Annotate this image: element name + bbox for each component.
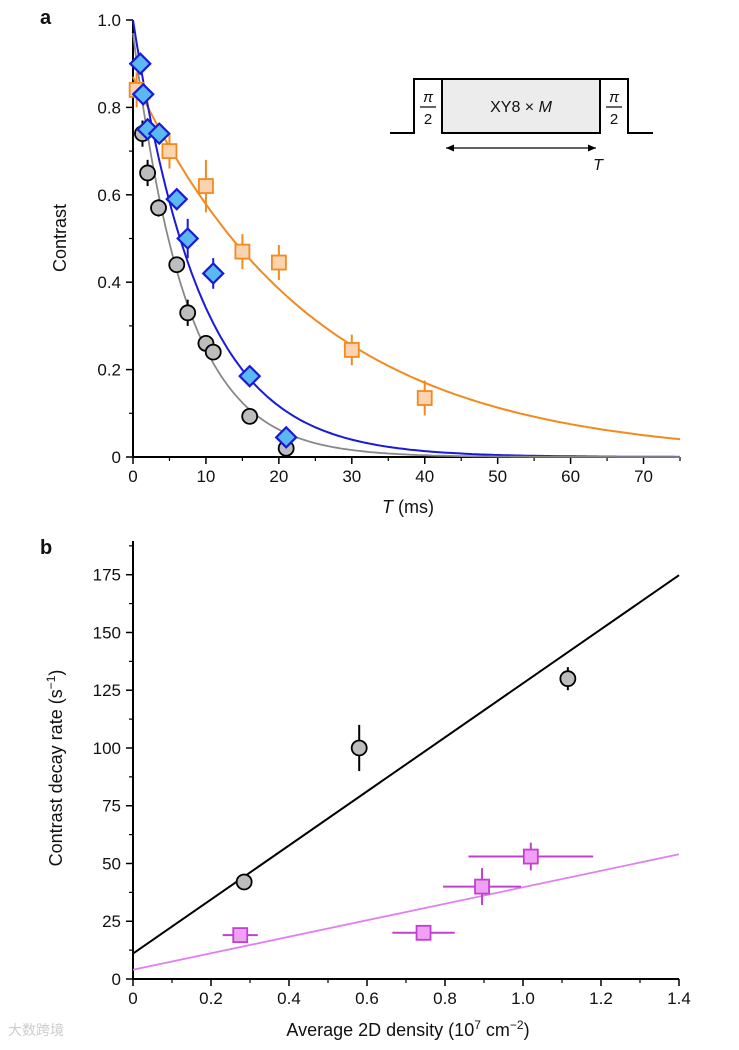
data-point-circle — [350, 739, 368, 757]
x-tick-label: 1.4 — [667, 989, 691, 1008]
data-point-square — [522, 848, 539, 865]
y-tick-label: 100 — [93, 739, 121, 758]
xlabel-unit: (ms) — [393, 497, 434, 517]
x-tick-label: 0 — [128, 989, 137, 1008]
pi-left: π — [423, 89, 434, 106]
data-point-square — [234, 243, 251, 260]
panel-label-a: a — [40, 7, 52, 29]
panel-a-ylabel: Contrast — [50, 204, 70, 272]
y-tick-label: 0.2 — [97, 361, 121, 380]
y-tick-label: 150 — [93, 623, 121, 642]
y-tick-label: 25 — [102, 912, 121, 931]
two-left: 2 — [424, 111, 432, 128]
xlabel-sup: 7 — [474, 1018, 481, 1032]
y-tick-label: 0.6 — [97, 186, 121, 205]
data-point-diamond — [274, 425, 298, 449]
data-point-circle — [559, 670, 577, 688]
data-point-square — [343, 342, 360, 358]
data-point-square — [198, 178, 214, 194]
x-tick-label: 50 — [488, 467, 507, 486]
y-tick-label: 0.4 — [97, 273, 121, 292]
xlabel-end: ) — [524, 1020, 530, 1040]
watermark: 大数跨境 — [8, 1023, 64, 1039]
data-point-diamond — [131, 82, 155, 106]
xy8-block — [442, 80, 600, 133]
fit-curve-square — [132, 76, 681, 441]
y-tick-label: 0 — [112, 970, 121, 989]
x-tick-label: 40 — [415, 467, 434, 486]
x-tick-label: 0 — [128, 467, 137, 486]
xlabel-t: T — [382, 497, 395, 517]
xlabel-text: Average 2D density (10 — [286, 1020, 474, 1040]
x-tick-label: 30 — [342, 467, 361, 486]
y-tick-label: 50 — [102, 854, 121, 873]
data-point-circle — [168, 256, 186, 274]
data-point-circle — [150, 199, 167, 217]
data-point-diamond — [136, 117, 160, 141]
data-point-square — [232, 927, 249, 944]
y-tick-label: 75 — [102, 797, 121, 816]
x-tick-label: 70 — [634, 467, 653, 486]
panel-a-xlabel: T (ms) — [382, 497, 434, 517]
ylabel-text: Contrast decay rate (s — [46, 689, 66, 866]
ylabel-sup: −1 — [44, 675, 58, 689]
xy8-text: XY8 × — [490, 99, 538, 116]
ylabel-end: ) — [46, 670, 66, 676]
xy8-label: XY8 × M — [490, 99, 552, 116]
panel-b-xlabel: Average 2D density (107 cm−2) — [286, 1018, 529, 1040]
pi-right: π — [609, 89, 620, 106]
y-tick-label: 0.8 — [97, 98, 121, 117]
panel-a: 0 10 20 30 40 50 60 70 0 0.2 0.4 0.6 0.8 1.0 — [97, 11, 681, 486]
x-tick-label: 1.2 — [589, 989, 613, 1008]
data-point-diamond — [147, 122, 171, 146]
duration-label: T — [593, 157, 604, 174]
data-point-diamond — [128, 52, 152, 76]
x-tick-label: 0.6 — [355, 989, 379, 1008]
fit-line-square — [132, 853, 680, 971]
panel-b: 0 0.2 0.4 0.6 0.8 1.0 1.2 1.4 0 25 50 75 100 125 150 17… — [93, 541, 691, 1008]
data-point-diamond — [165, 187, 189, 211]
y-tick-label: 0 — [112, 448, 121, 467]
y-tick-label: 125 — [93, 681, 121, 700]
panel-b-ylabel: Contrast decay rate (s−1) — [44, 670, 66, 867]
data-point-square — [416, 390, 433, 406]
y-tick-label: 175 — [93, 566, 121, 585]
data-point-square — [161, 143, 178, 160]
data-point-diamond — [238, 364, 262, 388]
panel-label-b: b — [40, 537, 52, 559]
data-point-square — [415, 924, 432, 941]
x-tick-label: 0.4 — [277, 989, 301, 1008]
data-point-square — [474, 878, 490, 895]
xlabel-unit: cm — [481, 1020, 510, 1040]
two-right: 2 — [610, 111, 618, 128]
data-point-circle — [179, 304, 197, 322]
fit-curve-circle — [132, 32, 680, 458]
fit-line-circle — [132, 574, 680, 955]
x-tick-label: 60 — [561, 467, 580, 486]
data-point-circle — [139, 164, 156, 182]
x-tick-label: 1.0 — [511, 989, 535, 1008]
y-tick-label: 1.0 — [97, 11, 121, 30]
xy8-m: M — [539, 99, 553, 116]
pulse-outline — [390, 78, 653, 134]
data-point-square — [270, 254, 287, 271]
data-point-diamond — [176, 226, 200, 251]
xlabel-sup2: −2 — [510, 1018, 524, 1032]
data-point-circle — [235, 873, 253, 891]
pulse-sequence-inset: π 2 π 2 XY8 × M T — [390, 78, 653, 174]
x-tick-label: 0.8 — [433, 989, 457, 1008]
x-tick-label: 20 — [269, 467, 288, 486]
x-tick-label: 0.2 — [199, 989, 223, 1008]
data-point-circle — [204, 343, 222, 361]
x-tick-label: 10 — [196, 467, 215, 486]
data-point-circle — [241, 407, 259, 425]
data-point-diamond — [201, 261, 225, 286]
